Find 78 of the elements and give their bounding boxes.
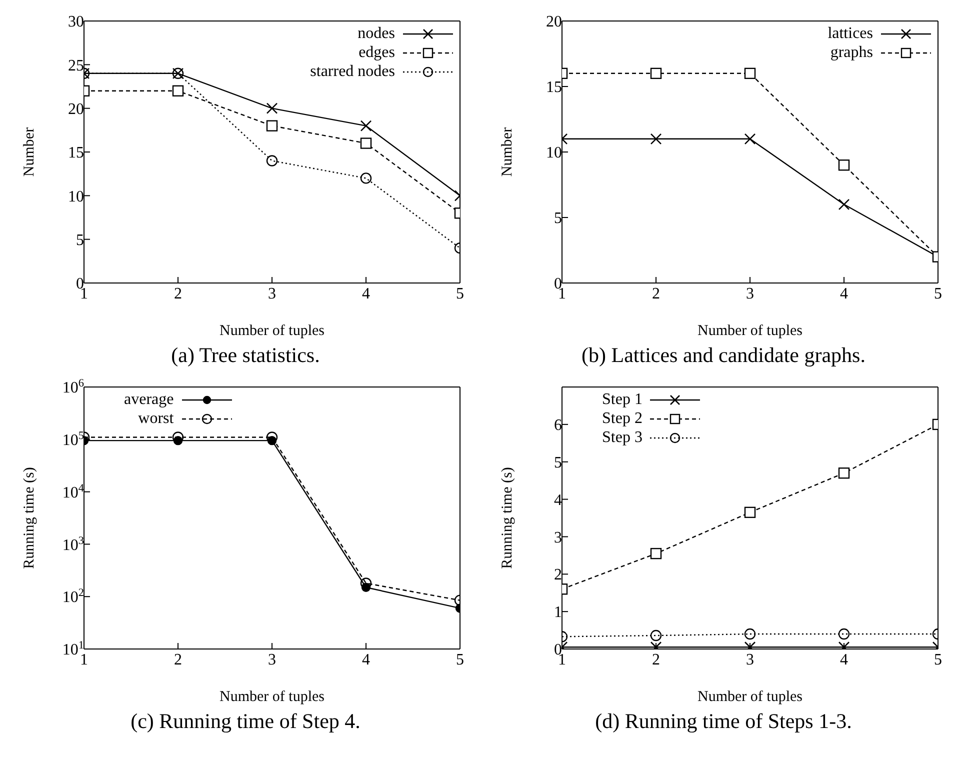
legend-label: edges	[358, 44, 395, 62]
y-tick-label: 10	[68, 188, 84, 206]
point	[650, 548, 662, 560]
point	[650, 630, 662, 642]
legend-label: Step 3	[602, 428, 642, 446]
point	[266, 155, 278, 166]
y-tick-label: 5	[554, 210, 562, 228]
text: (b) Lattices and candidate graphs.	[580, 343, 866, 368]
legend-label: worst	[138, 410, 174, 428]
x-tick-label: 4	[840, 651, 848, 668]
x-tick-label: 4	[840, 285, 848, 302]
point	[744, 628, 756, 640]
y-tick-label: 15	[68, 144, 84, 162]
legend-label: average	[124, 390, 174, 408]
y-tick-label: 25	[68, 57, 84, 74]
y-axis-title: Running time (s)	[499, 467, 516, 569]
point	[744, 133, 756, 145]
y-tick-label: 5	[554, 454, 562, 472]
y-tick-label: 10$^{5}$	[62, 430, 84, 449]
y-tick-label: 2	[554, 566, 562, 584]
y-tick-label: 20	[546, 14, 562, 31]
x-axis-title: Number of tuples	[698, 323, 803, 339]
y-tick-label: 5	[76, 232, 84, 249]
y-tick-label: 20	[68, 100, 84, 118]
y-tick-label: 15	[546, 79, 562, 96]
x-tick-label: 3	[746, 651, 754, 668]
point	[650, 68, 662, 79]
text: (c) Running time of Step 4.	[130, 709, 362, 734]
x-axis-title: Number of tuples	[220, 323, 325, 339]
x-tick-label: 2	[652, 651, 660, 668]
point	[838, 628, 850, 640]
y-tick-label: 30	[68, 14, 84, 31]
point	[650, 133, 662, 145]
point	[266, 120, 278, 132]
x-tick-label: 2	[174, 285, 182, 302]
legend-label: Step 2	[602, 410, 642, 428]
y-axis-title: Running time (s)	[21, 467, 38, 569]
x-tick-label: 3	[268, 285, 276, 302]
y-axis-title: Number	[21, 127, 38, 177]
point	[172, 85, 184, 96]
x-tick-label: 5	[934, 651, 942, 668]
point	[744, 68, 756, 79]
point	[266, 102, 278, 114]
y-tick-label: 10$^{2}$	[62, 587, 84, 606]
y-tick-label: 10$^{6}$	[62, 378, 84, 397]
x-tick-label: 3	[268, 651, 276, 668]
y-tick-label: 4	[554, 492, 562, 509]
legend-label: starred nodes	[310, 62, 395, 80]
y-tick-label: 3	[554, 529, 562, 546]
y-tick-label: 6	[554, 417, 562, 434]
point	[838, 198, 850, 210]
y-tick-label: 1	[554, 604, 562, 622]
legend-label: graphs	[830, 44, 873, 62]
legend-label: Step 1	[602, 390, 642, 408]
point	[838, 467, 850, 479]
x-axis-title: Number of tuples	[220, 689, 325, 705]
x-tick-label: 4	[362, 285, 370, 302]
point	[744, 506, 756, 518]
x-tick-label: 5	[934, 285, 942, 302]
x-tick-label: 3	[746, 285, 754, 302]
y-axis-title: Number	[499, 127, 516, 177]
x-tick-label: 5	[456, 285, 464, 302]
text: (d) Running time of Steps 1-3.	[594, 709, 853, 734]
point	[360, 120, 372, 132]
y-tick-label: 10$^{3}$	[62, 534, 84, 554]
legend-label: lattices	[828, 24, 873, 42]
legend-label: nodes	[358, 24, 395, 42]
y-tick-label: 10$^{4}$	[62, 482, 84, 502]
x-axis-title: Number of tuples	[698, 689, 803, 705]
point	[360, 138, 372, 149]
text: (a) Tree statistics.	[170, 343, 321, 368]
y-tick-label: 10	[546, 144, 562, 162]
x-tick-label: 2	[174, 651, 182, 668]
x-tick-label: 2	[652, 285, 660, 302]
point	[838, 160, 850, 171]
x-tick-label: 5	[456, 651, 464, 668]
x-tick-label: 4	[362, 651, 370, 668]
point	[360, 172, 372, 184]
